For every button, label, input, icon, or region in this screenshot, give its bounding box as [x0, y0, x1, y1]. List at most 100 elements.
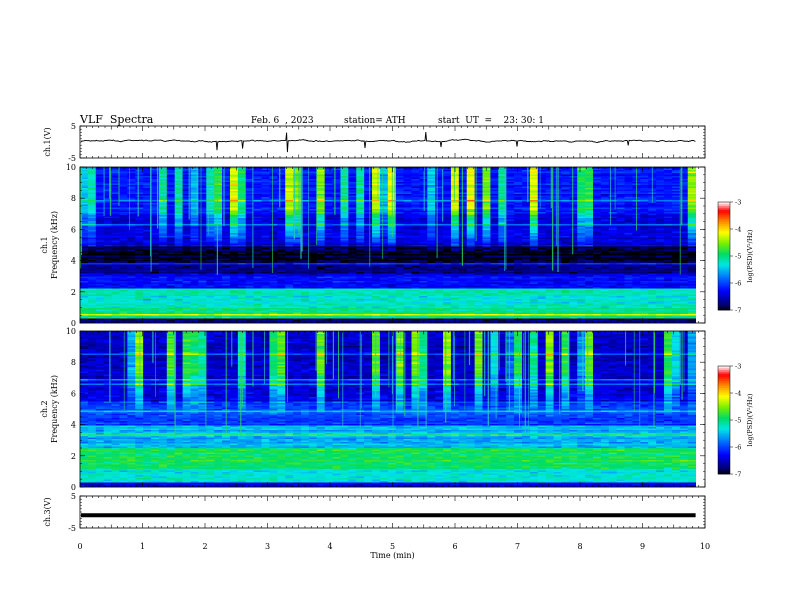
spectrogram-cell	[664, 197, 673, 199]
spectrogram-cell	[537, 179, 547, 181]
spectrogram-cell	[214, 248, 223, 250]
spectrogram-cell	[253, 204, 262, 207]
spectrogram-cell	[103, 228, 112, 231]
spectrogram-cell	[372, 197, 381, 199]
spectrogram-cell	[245, 185, 255, 187]
spectrogram-cell	[640, 180, 649, 183]
spectrogram-cell	[103, 219, 112, 222]
spectrogram-cell	[127, 168, 136, 171]
spectrogram-cell	[111, 177, 120, 180]
spectrogram-cell	[308, 224, 318, 226]
spectrogram-cell	[569, 170, 578, 172]
spectrogram-cell	[624, 194, 633, 196]
spectrogram-cell	[435, 186, 444, 189]
spectrogram-cell	[348, 228, 357, 231]
spectrogram-cell	[348, 188, 357, 190]
spectrogram-cell	[379, 249, 389, 252]
spectrogram-cell	[569, 221, 578, 223]
spectrogram-cell	[545, 237, 554, 240]
spectrogram-cell	[521, 237, 531, 240]
spectrogram-cell	[514, 195, 523, 198]
spectrogram-cell	[356, 255, 365, 258]
spectrogram-cell	[593, 218, 602, 220]
spectrogram-cell	[80, 230, 89, 232]
spectrogram-cell	[474, 204, 483, 207]
spectrogram-cell	[521, 228, 531, 231]
spectrogram-cell	[379, 179, 389, 181]
spectrogram-cell	[277, 195, 286, 198]
spectrogram-cell	[537, 203, 547, 205]
spectrogram-cell	[656, 246, 665, 249]
spectrogram-cell	[664, 222, 673, 225]
spectrogram-cell	[529, 219, 539, 222]
spectrogram-cell	[632, 234, 641, 237]
spectrogram-cell	[411, 252, 420, 255]
spectrogram-cell	[332, 194, 341, 196]
spectrogram-cell	[293, 239, 302, 241]
spectrogram-cell	[395, 188, 404, 190]
spectrogram-cell	[545, 188, 554, 190]
spectrogram-cell	[95, 167, 105, 169]
spectrogram-cell	[80, 255, 89, 258]
spectrogram-cell	[514, 224, 523, 226]
spectrogram-cell	[237, 216, 247, 219]
spectrogram-cell	[229, 215, 239, 217]
spectrogram-cell	[474, 257, 483, 259]
spectrogram-cell	[450, 209, 460, 211]
spectrogram-cell	[253, 201, 262, 204]
spectrogram-cell	[198, 209, 207, 211]
spectrogram-cell	[356, 167, 365, 169]
spectrogram-cell	[648, 233, 657, 235]
spectrogram-cell	[95, 239, 105, 241]
spectrogram-cell	[482, 176, 491, 178]
spectrogram-cell	[395, 207, 404, 210]
spectrogram-cell	[229, 188, 239, 190]
spectrogram-cell	[387, 255, 397, 258]
spectrogram-cell	[443, 183, 452, 186]
spectrogram-cell	[474, 228, 483, 231]
spectrogram-cell	[316, 180, 326, 183]
spectrogram-cell	[182, 179, 191, 181]
spectrogram-cell	[190, 237, 199, 240]
spectrogram-cell	[506, 249, 515, 252]
spectrogram-cell	[577, 219, 586, 222]
spectrogram-cell	[95, 227, 105, 229]
spectrogram-cell	[166, 216, 176, 219]
spectrogram-cell	[348, 255, 357, 258]
spectrogram-cell	[174, 207, 183, 210]
spectrogram-cell	[474, 167, 483, 169]
spectrogram-cell	[593, 222, 602, 225]
spectrogram-cell	[316, 215, 326, 217]
spectrogram-cell	[229, 221, 239, 223]
spectrogram-cell	[514, 239, 523, 241]
spectrogram-cell	[372, 249, 381, 252]
spectrogram-cell	[664, 180, 673, 183]
spectrogram-cell	[229, 213, 239, 216]
spectrogram-cell	[182, 201, 191, 204]
spectrogram-cell	[340, 203, 349, 205]
spectrogram-cell	[198, 200, 207, 202]
spectrogram-cell	[664, 213, 673, 216]
spectrogram-cell	[427, 173, 436, 175]
spectrogram-cell	[656, 182, 665, 184]
spectrogram-cell	[111, 213, 120, 216]
spectrogram-cell	[537, 227, 547, 229]
spectrogram-cell	[372, 239, 381, 241]
spectrogram-cell	[506, 236, 515, 238]
spectrogram-cell	[411, 182, 420, 184]
spectrogram-cell	[656, 228, 665, 231]
spectrogram-cell	[119, 249, 128, 252]
spectrogram-cell	[632, 257, 641, 259]
spectrogram-cell	[308, 210, 318, 213]
spectrogram-cell	[103, 254, 112, 256]
spectrogram-cell	[640, 195, 649, 198]
spectrogram-cell	[300, 210, 310, 213]
spectrogram-cell	[600, 251, 610, 253]
spectrogram-cell	[395, 222, 404, 225]
spectrogram-cell	[206, 209, 215, 211]
spectrogram-cell	[348, 231, 357, 234]
spectrogram-cell	[561, 183, 570, 186]
spectrogram-cell	[340, 222, 349, 225]
spectrogram-cell	[529, 182, 539, 184]
spectrogram-cell	[340, 174, 349, 177]
